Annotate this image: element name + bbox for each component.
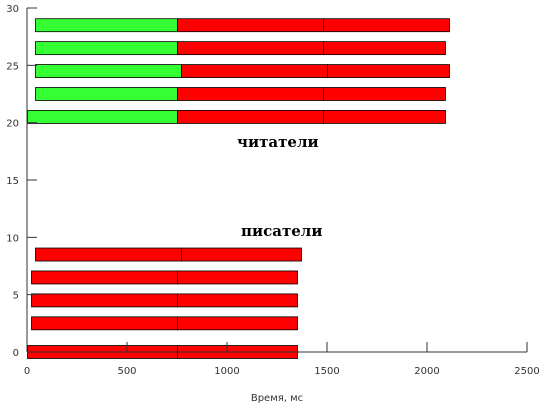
bar-1-4: [35, 18, 450, 33]
bar-segment-1-4-2: [323, 18, 450, 33]
bar-segment-1-2-0: [35, 64, 182, 78]
bar-0-3: [31, 270, 298, 285]
x-tick-label-0: 0: [24, 366, 30, 377]
bar-1-1: [35, 87, 446, 101]
bar-segment-1-0-0: [27, 110, 178, 124]
bar-segment-1-2-2: [327, 64, 450, 78]
bar-segment-1-0-2: [323, 110, 446, 124]
bar-1-3: [35, 41, 446, 56]
x-tick-label-2: 1000: [214, 366, 239, 377]
y-tick-label-3: 15: [6, 176, 19, 187]
bar-0-2: [31, 293, 298, 308]
annotation-readers: читатели: [237, 133, 319, 151]
bars-layer: [27, 18, 450, 359]
bar-segment-0-2-0: [31, 293, 178, 308]
x-tick-label-1: 500: [117, 366, 136, 377]
x-tick-label-5: 2500: [514, 366, 539, 377]
bar-segment-1-3-1: [177, 41, 324, 56]
x-tick-label-4: 2000: [414, 366, 439, 377]
y-tick-label-0: 0: [13, 348, 19, 359]
bar-1-2: [35, 64, 450, 78]
bar-1-0: [27, 110, 446, 124]
bar-segment-0-1-0: [31, 316, 178, 331]
bar-segment-1-2-1: [181, 64, 328, 78]
annotation-writers: писатели: [241, 222, 323, 240]
bar-segment-1-3-0: [35, 41, 178, 56]
y-tick-label-5: 25: [6, 61, 19, 72]
bar-segment-0-2-1: [177, 293, 298, 308]
bar-segment-0-3-0: [31, 270, 178, 285]
y-tick-label-6: 30: [6, 4, 19, 15]
bar-segment-0-4-0: [35, 247, 182, 262]
bar-segment-0-1-1: [177, 316, 298, 331]
bar-segment-1-4-1: [177, 18, 324, 33]
bar-segment-1-0-1: [177, 110, 324, 124]
bar-segment-0-4-1: [181, 247, 302, 262]
bar-0-1: [31, 316, 298, 331]
x-tick-label-3: 1500: [314, 366, 339, 377]
bar-segment-1-4-0: [35, 18, 178, 33]
y-tick-label-4: 20: [6, 119, 19, 130]
bar-segment-0-3-1: [177, 270, 298, 285]
y-tick-label-2: 10: [6, 233, 19, 244]
bar-segment-1-3-2: [323, 41, 446, 56]
bar-segment-1-1-0: [35, 87, 178, 101]
ticks-layer: 0 500 1000 1500 2000 2500 0 5 10 15 20 25 30: [6, 4, 539, 377]
bar-0-4: [35, 247, 302, 262]
bar-segment-1-1-2: [323, 87, 446, 101]
x-axis-label: Время, мс: [251, 393, 303, 404]
bar-segment-1-1-1: [177, 87, 324, 101]
y-tick-label-1: 5: [13, 291, 19, 302]
